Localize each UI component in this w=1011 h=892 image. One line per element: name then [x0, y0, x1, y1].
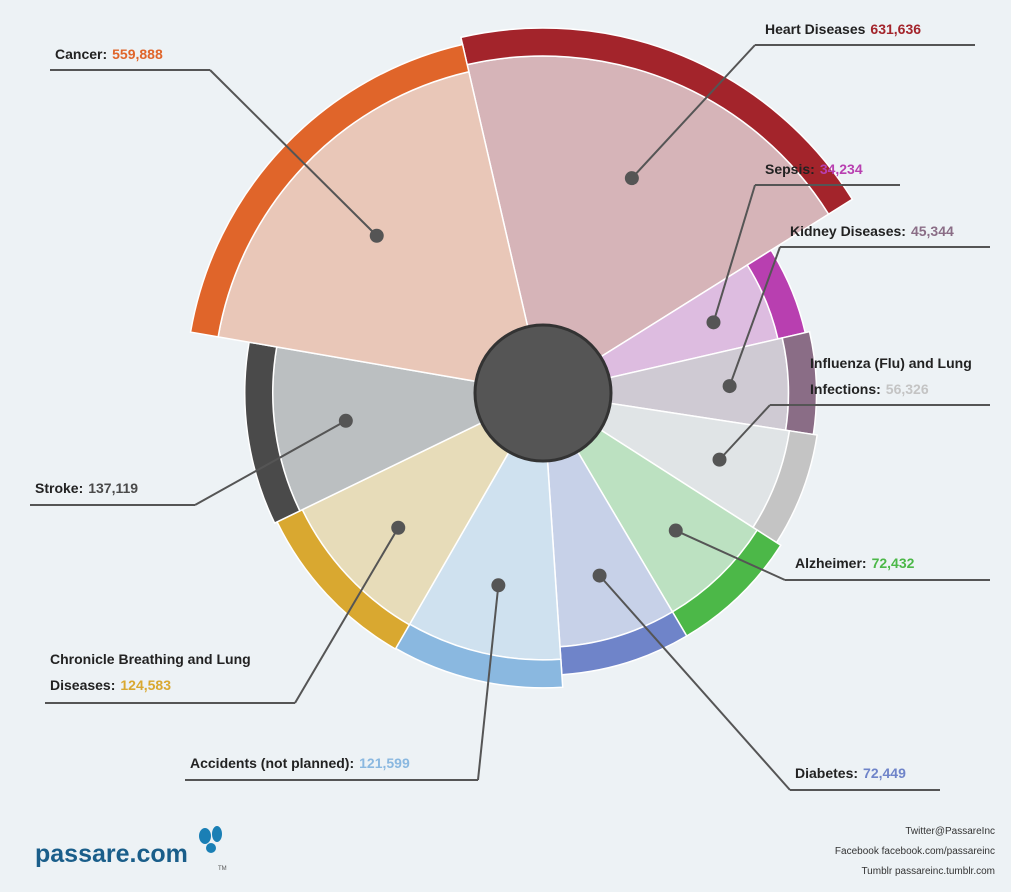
leader-dot [391, 520, 406, 535]
category-label: Heart Diseases 631,636 [765, 16, 995, 42]
category-name: Diabetes: [795, 765, 859, 781]
leader-dot [338, 413, 353, 428]
category-label: Diabetes: 72,449 [795, 760, 995, 786]
value-label: 72,449 [863, 765, 906, 781]
category-label: Accidents (not planned): 121,599 [190, 750, 490, 776]
category-label: Cancer: 559,888 [55, 41, 255, 67]
trademark: TM [218, 866, 227, 872]
leader-dot [592, 568, 607, 583]
brand: passare.com [35, 840, 188, 868]
category-label: Stroke: 137,119 [35, 475, 235, 501]
wedge-band [189, 43, 470, 338]
leader-dot [668, 523, 683, 538]
leader-dot [712, 452, 727, 467]
leader-line [194, 419, 347, 506]
leaders [30, 44, 990, 791]
value-label: 124,583 [120, 677, 171, 693]
value-label: 631,636 [870, 21, 922, 37]
leader-line [675, 529, 786, 581]
leader-line [728, 246, 781, 387]
leader-line [718, 404, 771, 461]
category-name: Kidney Diseases: [790, 223, 906, 239]
leader-dot [706, 315, 721, 330]
category-label: Sepsis: 34,234 [765, 156, 965, 182]
category-name: Accidents (not planned): [190, 755, 355, 771]
leader-dot [722, 379, 737, 394]
category-label: Kidney Diseases: 45,344 [790, 218, 1000, 244]
value-label: 56,326 [885, 381, 929, 397]
leader-line [294, 527, 400, 704]
leader-line [631, 44, 756, 179]
category-name: Sepsis: [765, 161, 815, 177]
center-circle [473, 323, 613, 463]
tumblr: Tumblr passareinc.tumblr.com [861, 866, 995, 877]
butterfly-icon [199, 826, 222, 853]
category-name: Heart Diseases [765, 21, 866, 37]
category-name: Alzheimer: [795, 555, 867, 571]
leader-line [598, 574, 791, 791]
category-name: Stroke: [35, 480, 84, 496]
value-label: 45,344 [910, 223, 954, 239]
value-label: 72,432 [871, 555, 915, 571]
category-label: Influenza (Flu) and Lung Infections: 56,3… [810, 350, 980, 402]
leader-line [209, 69, 378, 237]
category-label: Alzheimer: 72,432 [795, 550, 995, 576]
category-name: Influenza (Flu) and Lung Infections: [810, 355, 972, 397]
wedge-band [459, 27, 854, 216]
category-name: Cancer: [55, 46, 108, 62]
value-label: 137,119 [88, 480, 139, 496]
leader-line [712, 184, 756, 323]
twitter: Twitter@PassareInc [905, 826, 995, 837]
leader-dot [624, 171, 639, 186]
category-name: Chronicle Breathing and Lung Diseases: [50, 651, 251, 693]
leader-dot [491, 578, 506, 593]
category-label: Chronicle Breathing and Lung Diseases: 12… [50, 646, 290, 698]
leader-dot [369, 228, 384, 243]
facebook: Facebook facebook.com/passareinc [834, 846, 995, 857]
value-label: 121,599 [359, 755, 410, 771]
value-label: 34,234 [819, 161, 863, 177]
value-label: 559,888 [112, 46, 163, 62]
leader-line [477, 585, 500, 781]
wedges [189, 27, 854, 689]
